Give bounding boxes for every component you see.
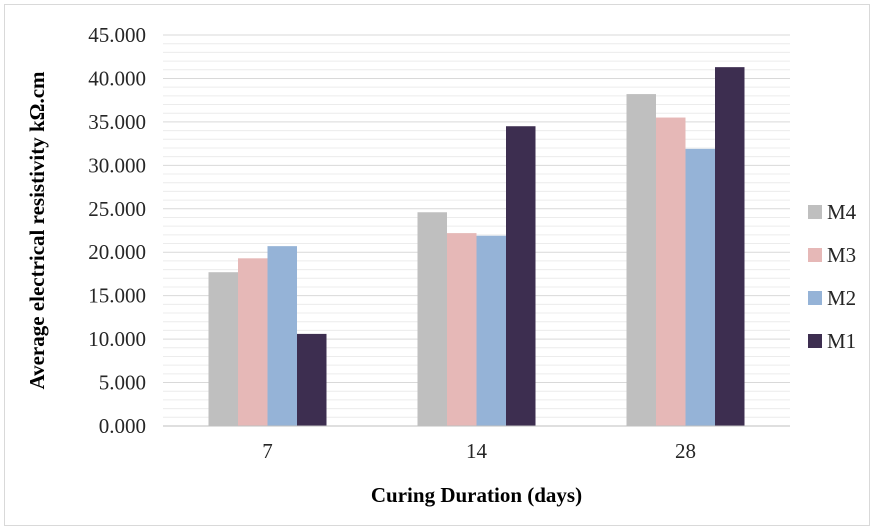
- legend: M4 M3 M2 M1: [808, 200, 857, 353]
- y-tick-label: 35.000: [88, 110, 146, 134]
- bar-m4-7: [208, 272, 238, 426]
- legend-swatch-m3: [808, 248, 822, 262]
- y-tick-label: 25.000: [88, 197, 146, 221]
- y-tick-label: 20.000: [88, 240, 146, 264]
- x-tick-label: 28: [675, 439, 696, 463]
- y-tick-label: 5.000: [99, 371, 146, 395]
- legend-swatch-m4: [808, 205, 822, 219]
- legend-label-m1: M1: [827, 329, 856, 353]
- bar-m4-14: [417, 212, 447, 426]
- y-tick-label: 10.000: [88, 327, 146, 351]
- x-tick-label: 14: [466, 439, 488, 463]
- y-axis-ticks: 0.000 5.000 10.000 15.000 20.000 25.000 30.000…: [88, 23, 146, 438]
- bar-m1-7: [297, 333, 327, 426]
- legend-label-m4: M4: [827, 200, 857, 224]
- x-tick-label: 7: [262, 439, 273, 463]
- bar-m2-14: [476, 235, 506, 426]
- bar-m3-14: [447, 233, 477, 426]
- bar-m1-14: [506, 126, 536, 426]
- legend-label-m3: M3: [827, 243, 856, 267]
- bar-m2-7: [267, 246, 297, 426]
- legend-label-m2: M2: [827, 286, 856, 310]
- bar-m3-7: [238, 258, 268, 426]
- y-tick-label: 45.000: [88, 23, 146, 47]
- x-axis-title: Curing Duration (days): [371, 483, 582, 507]
- bar-m1-28: [715, 67, 745, 426]
- legend-swatch-m1: [808, 334, 822, 348]
- x-axis-ticks: 7 14 28: [262, 439, 696, 463]
- y-axis-title: Average electrical resistivity kΩ.cm: [25, 71, 49, 390]
- bars: [208, 67, 745, 427]
- y-tick-label: 30.000: [88, 153, 146, 177]
- y-tick-label: 15.000: [88, 284, 146, 308]
- y-tick-label: 40.000: [88, 66, 146, 90]
- bar-m4-28: [626, 94, 656, 426]
- bar-m3-28: [656, 117, 686, 427]
- legend-swatch-m2: [808, 291, 822, 305]
- y-tick-label: 0.000: [99, 414, 146, 438]
- bar-m2-28: [685, 148, 715, 426]
